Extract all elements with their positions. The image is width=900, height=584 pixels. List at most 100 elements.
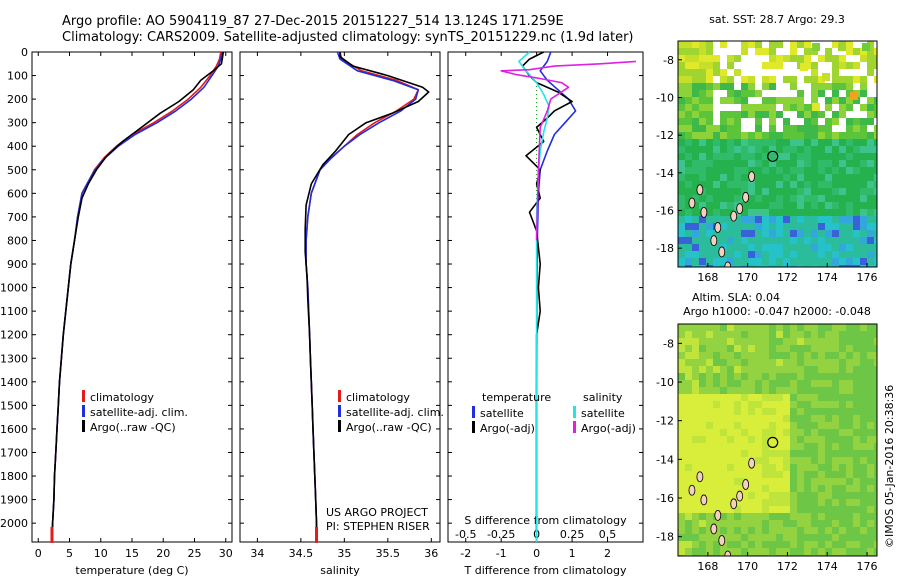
sst_map-cell — [783, 55, 790, 62]
sla_map-cell — [762, 345, 769, 352]
sla_map-cell — [748, 408, 755, 415]
sla_map-cell — [762, 520, 769, 527]
sst_map-cell — [846, 223, 853, 230]
sst_map-cell — [797, 125, 804, 132]
sla_map-cell — [839, 513, 846, 520]
sst_map-cell — [692, 160, 699, 167]
sst_map-cell — [825, 230, 832, 237]
sla_map-cell — [699, 457, 706, 464]
sla_map-cell — [860, 345, 867, 352]
sla_map-cell — [748, 485, 755, 492]
sst_map-cell — [832, 174, 839, 181]
sla_map-cell — [727, 324, 734, 331]
difference-xtick-label: -2 — [460, 547, 471, 560]
sst_map-cell — [776, 244, 783, 251]
sst_map-cell — [860, 265, 867, 267]
sst_map-cell — [678, 237, 685, 244]
sla_map-cell — [720, 492, 727, 499]
sst_map-cell — [720, 237, 727, 244]
sla_map-cell — [769, 527, 776, 534]
sla_map-cell — [846, 541, 853, 548]
sla_map-cell — [874, 415, 877, 422]
sst_map-cell — [692, 69, 699, 76]
temperature-legend-swatch — [82, 420, 85, 432]
sla_map-cell — [818, 394, 825, 401]
sla_map-cell — [734, 464, 741, 471]
sla_map-cell — [741, 345, 748, 352]
sla_map-cell — [797, 408, 804, 415]
sst_map-cell — [706, 195, 713, 202]
sst_map-cell — [741, 223, 748, 230]
sst_map-cell — [685, 181, 692, 188]
sla_map-cell — [755, 366, 762, 373]
sst_map-cell — [748, 160, 755, 167]
sst_map-lon-tick-label: 176 — [857, 271, 878, 284]
sst_map-cell — [678, 48, 685, 55]
sst_map-cell — [825, 167, 832, 174]
sla_map-cell — [713, 499, 720, 506]
sst_map-cell — [769, 125, 776, 132]
sst_map-cell — [734, 223, 741, 230]
sla_map-cell — [783, 527, 790, 534]
sla_map-cell — [685, 499, 692, 506]
sla_map-cell — [685, 548, 692, 555]
salinity-diff-axis-label: S difference from climatology — [464, 514, 627, 527]
sst_map-cell — [678, 139, 685, 146]
sst_map-cell — [699, 97, 706, 104]
sla_map-cell — [825, 338, 832, 345]
sst_map-cell — [811, 244, 818, 251]
sla_map-cell — [692, 415, 699, 422]
sst_map-cell — [755, 153, 762, 160]
sla_map-cell — [699, 506, 706, 513]
sla_map-cell — [825, 331, 832, 338]
sla_map-cell — [678, 534, 685, 541]
sla_map-cell — [678, 380, 685, 387]
sst_map-cell — [797, 230, 804, 237]
sla_map-cell — [734, 436, 741, 443]
sst_map-cell — [818, 125, 825, 132]
sla_map-cell — [846, 408, 853, 415]
sst_map-cell — [797, 97, 804, 104]
sla_map-cell — [867, 443, 874, 450]
sla_map-cell — [748, 380, 755, 387]
sla_map-cell — [678, 387, 685, 394]
sla_map-cell — [818, 499, 825, 506]
sla_map-cell — [727, 359, 734, 366]
sst_map-cell — [783, 251, 790, 258]
sst_map-cell — [867, 139, 874, 146]
depth-tick-label: 900 — [7, 258, 28, 271]
sla_map-cell — [832, 345, 839, 352]
sst_map-cell — [790, 237, 797, 244]
sst_map-cell — [874, 62, 877, 69]
sla_map-cell — [706, 520, 713, 527]
sla_map-cell — [734, 366, 741, 373]
sst_map-cell — [692, 167, 699, 174]
sla_map-island — [688, 484, 696, 496]
sst_map-cell — [720, 83, 727, 90]
sst_map-cell — [699, 244, 706, 251]
sla_map-cell — [839, 478, 846, 485]
sla_map-cell — [762, 548, 769, 555]
sst_map-cell — [832, 62, 839, 69]
sla_map-cell — [755, 436, 762, 443]
sla_map-cell — [874, 380, 877, 387]
sst_map-cell — [797, 41, 804, 48]
sst_map-cell — [818, 153, 825, 160]
sla_map-cell — [713, 394, 720, 401]
sst_map-cell — [762, 223, 769, 230]
difference-axis-label: T difference from climatology — [464, 564, 627, 577]
sst_map-cell — [720, 118, 727, 125]
sst_map-cell — [811, 132, 818, 139]
sst_map-cell — [811, 230, 818, 237]
sst_map-cell — [811, 181, 818, 188]
sla_map-cell — [699, 401, 706, 408]
sst_map-cell — [685, 216, 692, 223]
sst_map-cell — [776, 146, 783, 153]
sla_map-cell — [867, 338, 874, 345]
sst_map-cell — [685, 62, 692, 69]
sst_map-cell — [825, 209, 832, 216]
sst_map-cell — [755, 216, 762, 223]
sla_map-cell — [706, 485, 713, 492]
difference-xtick-label: 1 — [569, 547, 576, 560]
sla_map-cell — [741, 527, 748, 534]
